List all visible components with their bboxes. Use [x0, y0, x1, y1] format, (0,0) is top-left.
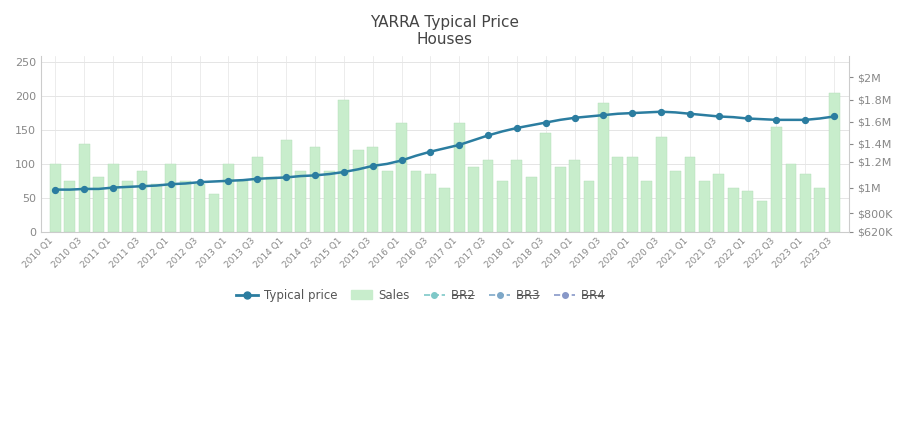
Bar: [584, 181, 595, 232]
Bar: [50, 164, 61, 232]
Point: [827, 113, 842, 120]
Point: [279, 174, 293, 181]
Point: [625, 109, 639, 116]
Point: [654, 108, 668, 115]
Point: [48, 186, 63, 193]
Bar: [627, 157, 637, 232]
Bar: [670, 171, 681, 232]
Bar: [526, 177, 537, 232]
Point: [337, 168, 351, 176]
Point: [222, 177, 236, 184]
Bar: [381, 171, 392, 232]
Bar: [396, 123, 407, 232]
Point: [798, 116, 813, 123]
Bar: [94, 177, 104, 232]
Point: [423, 148, 438, 155]
Bar: [540, 133, 551, 232]
Bar: [238, 181, 248, 232]
Point: [597, 112, 611, 119]
Legend: Typical price, Sales, B̶R̶2̶, B̶R̶3̶, B̶R̶4̶: Typical price, Sales, B̶R̶2̶, B̶R̶3̶, B̶…: [232, 284, 609, 306]
Bar: [295, 171, 306, 232]
Bar: [641, 181, 652, 232]
Bar: [136, 171, 147, 232]
Bar: [281, 140, 291, 232]
Bar: [310, 147, 321, 232]
Bar: [598, 103, 609, 232]
Bar: [223, 164, 234, 232]
Bar: [714, 174, 725, 232]
Bar: [699, 181, 710, 232]
Bar: [511, 161, 522, 232]
Point: [250, 175, 264, 182]
Bar: [209, 194, 220, 232]
Bar: [180, 181, 191, 232]
Point: [712, 113, 726, 120]
Bar: [108, 164, 119, 232]
Bar: [771, 127, 782, 232]
Bar: [353, 150, 364, 232]
Bar: [469, 167, 479, 232]
Point: [192, 179, 207, 186]
Point: [683, 110, 697, 117]
Bar: [656, 137, 666, 232]
Point: [134, 183, 149, 190]
Bar: [756, 201, 767, 232]
Bar: [367, 147, 378, 232]
Bar: [79, 144, 90, 232]
Bar: [194, 184, 205, 232]
Bar: [64, 181, 75, 232]
Bar: [324, 171, 335, 232]
Bar: [425, 174, 436, 232]
Point: [769, 116, 784, 123]
Point: [509, 124, 524, 131]
Bar: [814, 187, 825, 232]
Bar: [569, 161, 580, 232]
Point: [106, 184, 121, 191]
Bar: [483, 161, 493, 232]
Point: [538, 119, 553, 126]
Bar: [454, 123, 465, 232]
Point: [308, 172, 322, 179]
Bar: [439, 187, 450, 232]
Point: [452, 142, 467, 149]
Bar: [742, 191, 753, 232]
Bar: [728, 187, 738, 232]
Bar: [151, 184, 162, 232]
Point: [365, 162, 380, 169]
Bar: [497, 181, 508, 232]
Title: YARRA Typical Price
Houses: YARRA Typical Price Houses: [370, 15, 519, 47]
Bar: [266, 177, 277, 232]
Bar: [785, 164, 796, 232]
Bar: [165, 164, 176, 232]
Bar: [410, 171, 421, 232]
Bar: [339, 100, 350, 232]
Bar: [612, 157, 623, 232]
Bar: [800, 174, 811, 232]
Point: [481, 132, 496, 139]
Point: [394, 157, 409, 164]
Bar: [685, 157, 696, 232]
Bar: [122, 181, 133, 232]
Bar: [555, 167, 566, 232]
Bar: [252, 157, 262, 232]
Point: [77, 185, 92, 192]
Point: [568, 114, 582, 121]
Point: [163, 181, 178, 188]
Bar: [829, 93, 840, 232]
Point: [740, 115, 755, 122]
